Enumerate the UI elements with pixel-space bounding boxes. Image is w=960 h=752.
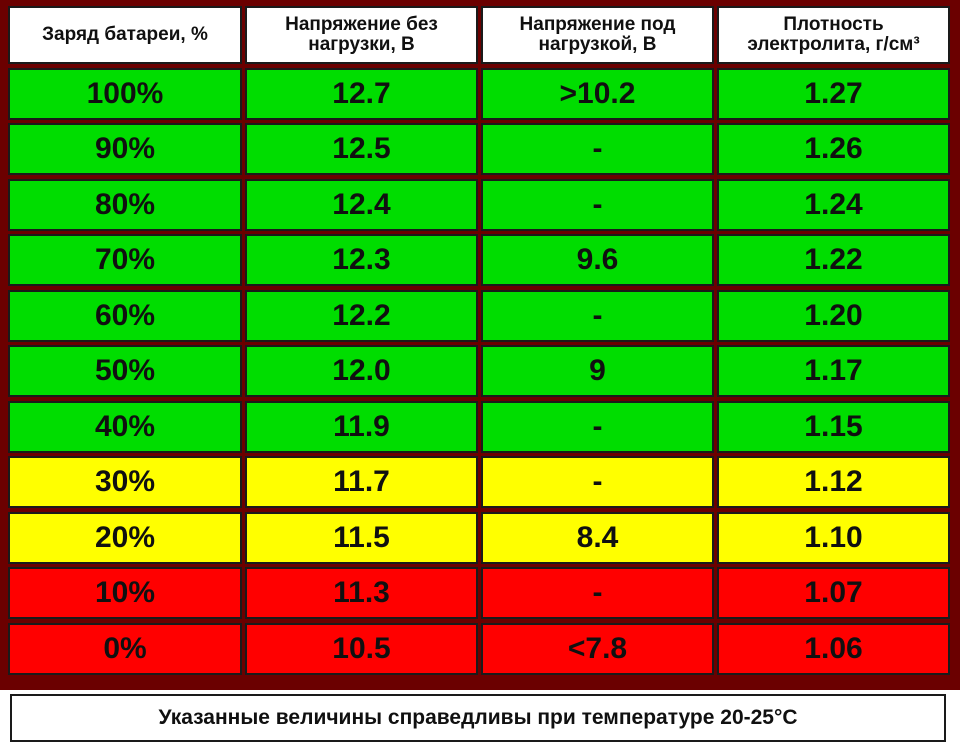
cell-open-voltage: 12.2 (245, 289, 478, 342)
cell-density: 1.07 (717, 567, 950, 619)
header-load-voltage-line1: Напряжение под (519, 14, 676, 35)
cell-open-voltage: 12.0 (245, 345, 478, 397)
cell-open-voltage: 12.5 (245, 123, 478, 175)
cell-open-voltage: 12.3 (245, 234, 478, 286)
cell-density: 1.22 (717, 234, 950, 286)
cell-load-voltage: >10.2 (481, 67, 714, 120)
header-load-voltage: Напряжение под нагрузкой, В (481, 6, 714, 64)
cell-charge: 40% (8, 400, 242, 453)
header-open-voltage: Напряжение без нагрузки, В (245, 6, 478, 64)
cell-charge: 0% (8, 622, 242, 675)
header-density: Плотность электролита, г/см³ (717, 6, 950, 64)
cell-charge: 30% (8, 456, 242, 508)
cell-open-voltage: 11.9 (245, 400, 478, 453)
cell-charge: 80% (8, 178, 242, 231)
cell-charge: 70% (8, 234, 242, 286)
cell-charge: 20% (8, 511, 242, 564)
header-charge: Заряд батареи, % (8, 6, 242, 64)
cell-density: 1.27 (717, 67, 950, 120)
cell-density: 1.10 (717, 511, 950, 564)
header-open-voltage-line2: нагрузки, В (308, 34, 415, 55)
cell-density: 1.17 (717, 345, 950, 397)
cell-open-voltage: 12.7 (245, 67, 478, 120)
cell-density: 1.26 (717, 123, 950, 175)
cell-charge: 90% (8, 123, 242, 175)
header-density-line1: Плотность (783, 14, 884, 35)
cell-load-voltage: - (481, 567, 714, 619)
cell-charge: 10% (8, 567, 242, 619)
cell-density: 1.12 (717, 456, 950, 508)
cell-open-voltage: 11.3 (245, 567, 478, 619)
cell-load-voltage: - (481, 123, 714, 175)
cell-charge: 100% (8, 67, 242, 120)
table-frame: Заряд батареи, % Напряжение без нагрузки… (0, 0, 960, 690)
cell-open-voltage: 12.4 (245, 178, 478, 231)
cell-open-voltage: 11.7 (245, 456, 478, 508)
cell-open-voltage: 10.5 (245, 622, 478, 675)
cell-load-voltage: 9.6 (481, 234, 714, 286)
cell-load-voltage: - (481, 400, 714, 453)
header-open-voltage-line1: Напряжение без (285, 14, 438, 35)
cell-density: 1.20 (717, 289, 950, 342)
temperature-note-text: Указанные величины справедливы при темпе… (158, 706, 798, 729)
temperature-note: Указанные величины справедливы при темпе… (10, 694, 946, 742)
cell-density: 1.24 (717, 178, 950, 231)
cell-density: 1.06 (717, 622, 950, 675)
cell-load-voltage: - (481, 456, 714, 508)
battery-charge-table: Заряд батареи, % Напряжение без нагрузки… (8, 6, 952, 686)
cell-open-voltage: 11.5 (245, 511, 478, 564)
cell-load-voltage: 9 (481, 345, 714, 397)
cell-load-voltage: <7.8 (481, 622, 714, 675)
cell-load-voltage: - (481, 289, 714, 342)
cell-charge: 50% (8, 345, 242, 397)
header-charge-line1: Заряд батареи, % (42, 24, 208, 45)
cell-load-voltage: - (481, 178, 714, 231)
header-load-voltage-line2: нагрузкой, В (538, 34, 657, 55)
cell-density: 1.15 (717, 400, 950, 453)
cell-load-voltage: 8.4 (481, 511, 714, 564)
cell-charge: 60% (8, 289, 242, 342)
header-density-line2: электролита, г/см³ (747, 34, 920, 55)
